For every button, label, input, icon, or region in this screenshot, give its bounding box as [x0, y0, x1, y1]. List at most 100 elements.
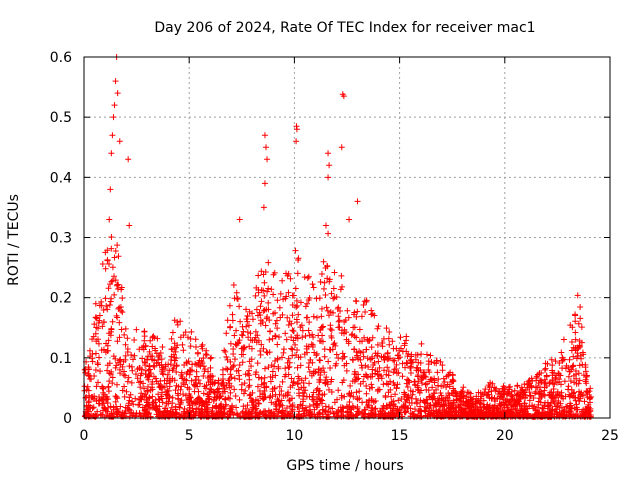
data-point: [316, 387, 323, 394]
data-point: [116, 319, 123, 326]
data-point: [429, 376, 436, 383]
data-point: [221, 388, 228, 395]
data-point: [286, 397, 293, 404]
data-point: [450, 387, 457, 394]
data-point: [178, 383, 185, 390]
data-point: [114, 395, 121, 402]
data-point: [209, 404, 216, 411]
data-point: [437, 403, 444, 410]
data-point: [137, 384, 144, 391]
data-point: [125, 156, 132, 163]
data-point: [521, 381, 528, 388]
data-point: [313, 387, 320, 394]
data-point: [119, 309, 126, 316]
data-point: [145, 401, 152, 408]
data-point: [269, 335, 276, 342]
data-point: [230, 412, 237, 419]
data-point: [131, 337, 138, 344]
data-point: [172, 348, 179, 355]
data-point: [155, 359, 162, 366]
data-point: [82, 369, 89, 376]
data-point: [128, 379, 135, 386]
data-point: [526, 389, 533, 396]
data-point: [559, 365, 566, 372]
data-point: [328, 290, 335, 297]
data-point: [166, 367, 173, 374]
data-point: [501, 390, 508, 397]
data-point: [85, 372, 92, 379]
y-tick-label: 0.3: [50, 231, 72, 247]
data-point: [142, 391, 149, 398]
data-point: [570, 362, 577, 369]
data-point: [112, 248, 119, 255]
data-point: [173, 368, 180, 375]
data-point: [134, 375, 141, 382]
data-point: [109, 374, 116, 381]
data-point: [245, 322, 252, 329]
data-point: [453, 397, 460, 404]
data-point: [313, 295, 320, 302]
data-point: [85, 399, 92, 406]
data-point: [257, 303, 264, 310]
data-point: [283, 336, 290, 343]
data-point: [255, 397, 262, 404]
data-point: [480, 412, 487, 419]
data-point: [346, 216, 353, 223]
data-point: [562, 413, 569, 420]
data-point: [577, 315, 584, 322]
data-point: [167, 412, 174, 419]
data-point: [565, 383, 572, 390]
data-point: [390, 398, 397, 405]
data-point: [526, 397, 533, 404]
data-point: [309, 411, 316, 418]
data-point: [271, 357, 278, 364]
data-point: [537, 377, 544, 384]
data-point: [169, 394, 176, 401]
data-point: [566, 356, 573, 363]
data-point: [359, 338, 366, 345]
data-point: [289, 352, 296, 359]
data-point: [171, 377, 178, 384]
data-point: [319, 338, 326, 345]
data-point: [445, 405, 452, 412]
data-point: [575, 320, 582, 327]
data-point: [131, 352, 138, 359]
data-point: [363, 383, 370, 390]
data-point: [290, 292, 297, 299]
data-point: [101, 405, 108, 412]
data-point: [560, 336, 567, 343]
data-point: [144, 353, 151, 360]
data-point: [384, 364, 391, 371]
data-point: [194, 395, 201, 402]
data-point: [322, 222, 329, 229]
data-point: [351, 368, 358, 375]
data-point: [466, 403, 473, 410]
data-point: [138, 366, 145, 373]
data-point: [111, 291, 118, 298]
data-point: [563, 362, 570, 369]
data-point: [334, 413, 341, 420]
data-point: [106, 216, 113, 223]
data-point: [355, 408, 362, 415]
data-point: [537, 399, 544, 406]
data-point: [253, 284, 260, 291]
data-point: [423, 351, 430, 358]
data-point: [325, 174, 332, 181]
data-point: [124, 335, 131, 342]
data-point: [213, 405, 220, 412]
data-point: [301, 274, 308, 281]
data-point: [393, 384, 400, 391]
data-point: [93, 338, 100, 345]
data-point: [177, 318, 184, 325]
data-point: [156, 403, 163, 410]
data-point: [433, 386, 440, 393]
data-point: [455, 412, 462, 419]
data-point: [551, 381, 558, 388]
data-point: [583, 380, 590, 387]
data-point: [407, 387, 414, 394]
data-point: [239, 345, 246, 352]
data-point: [146, 348, 153, 355]
data-point: [316, 409, 323, 416]
data-point: [348, 332, 355, 339]
data-point: [92, 300, 99, 307]
